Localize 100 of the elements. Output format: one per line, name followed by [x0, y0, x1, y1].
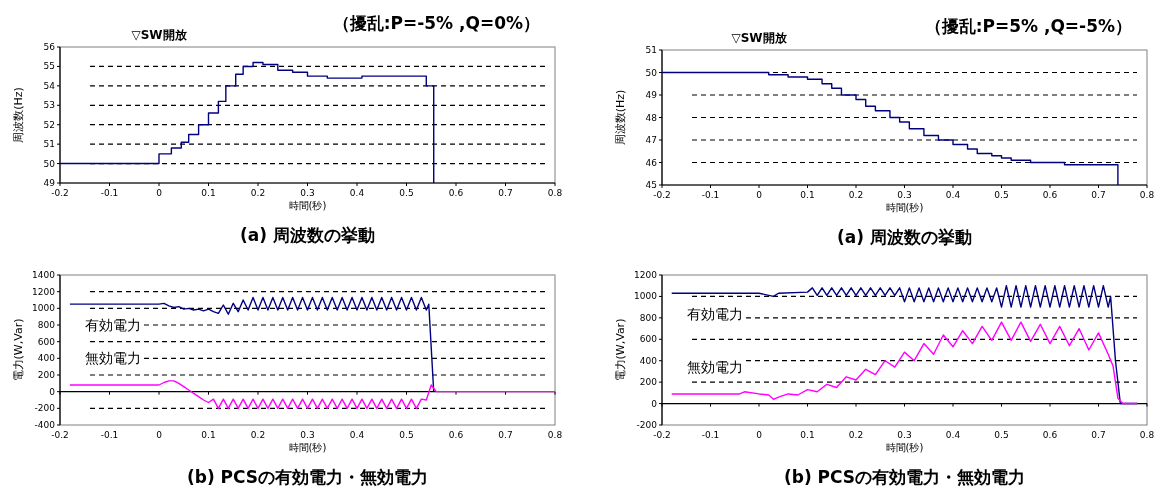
- y-tick-label: 52: [43, 119, 55, 130]
- y-tick-label: 1200: [32, 286, 56, 297]
- x-axis-title: 時間(秒): [885, 442, 924, 453]
- y-tick-label: 400: [37, 353, 56, 364]
- y-tick-label: 800: [37, 320, 56, 330]
- x-tick-label: 0.3: [300, 188, 315, 198]
- y-axis-title: 電力(W,Var): [614, 318, 627, 382]
- x-tick-label: 0.8: [1139, 190, 1155, 200]
- y-axis-title: 電力(W,Var): [12, 318, 25, 382]
- x-tick-label: 0.2: [250, 188, 266, 198]
- x-tick-label: 0.5: [994, 430, 1009, 440]
- x-tick-label: -0.2: [653, 190, 671, 200]
- y-tick-label: 51: [43, 139, 55, 150]
- line-series: [69, 296, 435, 393]
- text: (a) 周波数の挙動: [240, 225, 375, 245]
- x-tick-label: 0.6: [1042, 190, 1058, 200]
- x-axis-title: 時間(秒): [288, 200, 327, 211]
- x-tick-label: 0.8: [547, 188, 563, 198]
- x-tick-label: -0.1: [701, 190, 720, 200]
- x-tick-label: 0.3: [897, 430, 912, 440]
- y-tick-label: 50: [43, 158, 56, 169]
- y-tick-label: -200: [636, 420, 658, 430]
- y-tick-label: 49: [43, 178, 56, 188]
- x-tick-label: 0.8: [1139, 430, 1155, 440]
- y-tick-label: 53: [43, 100, 55, 111]
- x-tick-label: 0.7: [498, 188, 513, 198]
- y-tick-label: 0: [49, 386, 56, 397]
- x-tick-label: 0: [756, 430, 763, 440]
- series-label: 無効電力: [686, 358, 743, 375]
- y-axis-title: 周波数(Hz): [614, 89, 627, 146]
- x-tick-label: 0.1: [800, 430, 815, 440]
- x-tick-label: 0.1: [201, 188, 216, 198]
- x-tick-label: 0.2: [848, 190, 864, 200]
- x-tick-label: 0.4: [349, 430, 365, 440]
- x-tick-label: -0.2: [51, 430, 69, 440]
- y-axis-title: 周波数(Hz): [12, 87, 25, 143]
- y-tick-label: 0: [651, 398, 658, 409]
- x-tick-label: 0.5: [399, 188, 414, 198]
- y-tick-label: 600: [37, 336, 56, 347]
- x-tick-label: -0.1: [701, 430, 720, 440]
- x-tick-label: 0.7: [498, 430, 513, 440]
- y-tick-label: 800: [639, 312, 658, 323]
- x-tick-label: 0.2: [250, 430, 266, 440]
- y-tick-label: 1200: [634, 270, 658, 280]
- x-tick-label: 0.3: [897, 190, 912, 200]
- y-tick-label: 55: [43, 61, 55, 72]
- y-tick-label: 200: [639, 377, 658, 388]
- line-series: [671, 321, 1138, 405]
- series-label: 有効電力: [686, 306, 743, 323]
- x-tick-label: 0: [156, 188, 163, 198]
- y-tick-label: 50: [645, 67, 658, 78]
- y-tick-label: 48: [645, 112, 658, 123]
- series-label: 無効電力: [84, 350, 141, 366]
- y-tick-label: 51: [645, 45, 657, 55]
- x-tick-label: -0.1: [100, 188, 119, 198]
- y-tick-label: 54: [43, 80, 56, 91]
- text: ▽SW開放: [731, 31, 788, 45]
- x-tick-label: 0.4: [349, 188, 365, 198]
- x-tick-label: 0.5: [399, 430, 414, 440]
- y-tick-label: 45: [645, 180, 657, 190]
- x-tick-label: -0.2: [51, 188, 69, 198]
- x-tick-label: 0.8: [547, 430, 563, 440]
- x-tick-label: 0.6: [448, 188, 464, 198]
- x-tick-label: 0: [156, 430, 163, 440]
- x-tick-label: 0.1: [201, 430, 216, 440]
- x-tick-label: 0.2: [848, 430, 864, 440]
- text: (b) PCSの有効電力・無効電力: [783, 467, 1026, 487]
- y-tick-label: 56: [43, 42, 56, 52]
- x-tick-label: 0: [756, 190, 763, 200]
- x-tick-label: 0.5: [994, 190, 1009, 200]
- y-tick-label: 47: [645, 135, 657, 145]
- y-tick-label: -400: [34, 420, 56, 430]
- y-tick-label: 1000: [32, 303, 56, 314]
- x-tick-label: 0.7: [1091, 430, 1106, 440]
- text: (a) 周波数の挙動: [837, 227, 972, 247]
- y-tick-label: 1400: [32, 270, 56, 280]
- chart-title: （擾乱:P=-5% ,Q=0%）: [332, 13, 540, 33]
- chart-title: （擾乱:P=5% ,Q=-5%）: [924, 16, 1132, 36]
- x-tick-label: 0.4: [945, 190, 961, 200]
- x-tick-label: -0.2: [653, 430, 671, 440]
- series-label: 有効電力: [84, 317, 141, 334]
- line-series: [69, 380, 556, 410]
- x-tick-label: 0.7: [1091, 190, 1106, 200]
- x-tick-label: 0.6: [1042, 430, 1058, 440]
- y-tick-label: 200: [37, 370, 56, 380]
- y-tick-label: 49: [645, 90, 658, 100]
- x-tick-label: -0.1: [100, 430, 119, 440]
- x-tick-label: 0.1: [800, 190, 815, 200]
- y-tick-label: 46: [645, 157, 658, 168]
- text: ▽SW開放: [131, 28, 188, 42]
- text: (b) PCSの有効電力・無効電力: [186, 467, 429, 487]
- x-tick-label: 0.3: [300, 430, 315, 440]
- x-tick-label: 0.6: [448, 430, 464, 440]
- y-tick-label: 400: [639, 355, 658, 366]
- y-tick-label: 1000: [634, 291, 658, 302]
- x-tick-label: 0.4: [945, 430, 961, 440]
- x-axis-title: 時間(秒): [885, 202, 924, 213]
- x-axis-title: 時間(秒): [288, 442, 327, 453]
- y-tick-label: 600: [639, 334, 658, 345]
- y-tick-label: -200: [34, 403, 56, 414]
